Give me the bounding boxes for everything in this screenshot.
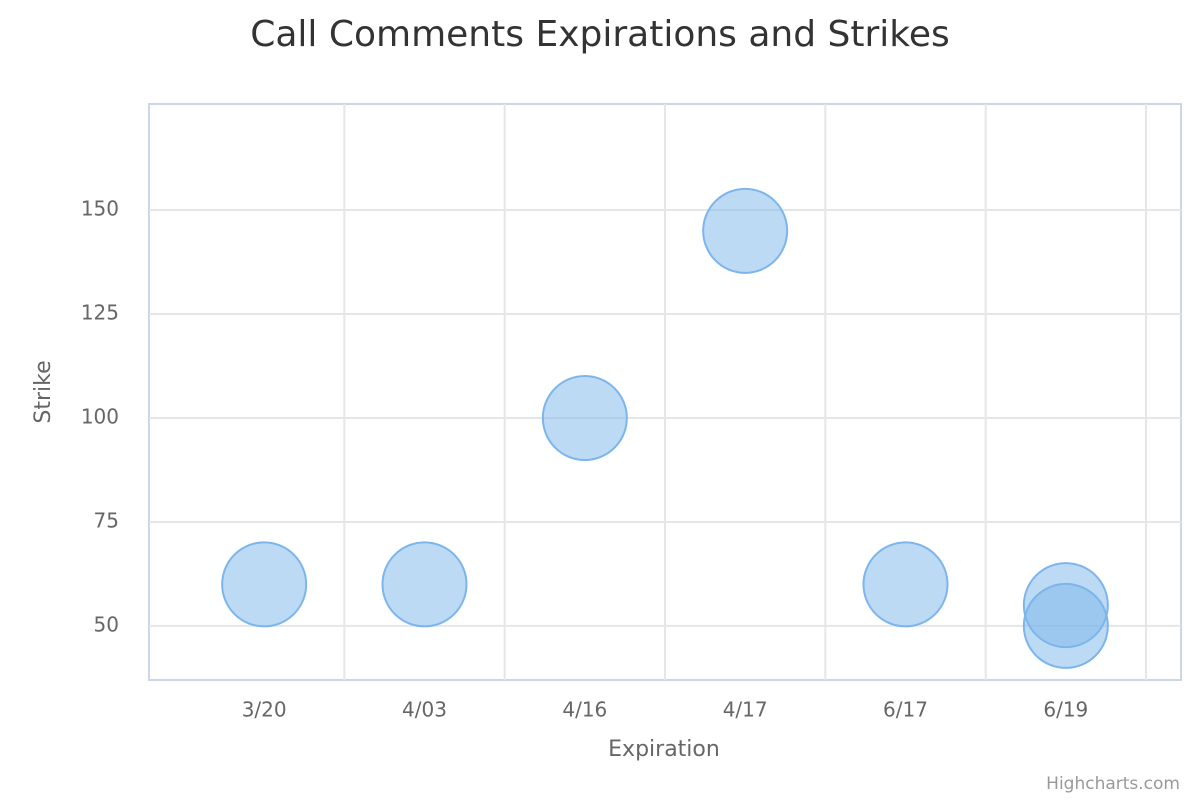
x-tick-label: 3/20 — [242, 698, 287, 722]
y-tick-label: 75 — [94, 508, 119, 532]
x-tick-label: 4/17 — [723, 698, 768, 722]
x-tick-label: 4/03 — [402, 698, 447, 722]
chart-title: Call Comments Expirations and Strikes — [250, 14, 950, 55]
bubble — [702, 187, 789, 274]
y-tick-label: 125 — [81, 301, 119, 325]
x-axis-title: Expiration — [608, 737, 720, 762]
x-tick-label: 4/16 — [562, 698, 607, 722]
y-tick-label: 50 — [94, 612, 119, 636]
y-axis-title: Strike — [31, 360, 56, 423]
y-tick-label: 150 — [81, 197, 119, 221]
y-tick-label: 100 — [81, 404, 119, 428]
bubble — [862, 541, 949, 628]
x-tick-label: 6/19 — [1043, 698, 1088, 722]
x-tick-label: 6/17 — [883, 698, 928, 722]
bubble — [221, 541, 308, 628]
bubble — [1022, 582, 1109, 669]
credits: Highcharts.com — [1046, 774, 1180, 794]
bubble — [381, 541, 468, 628]
bubble — [541, 374, 628, 461]
